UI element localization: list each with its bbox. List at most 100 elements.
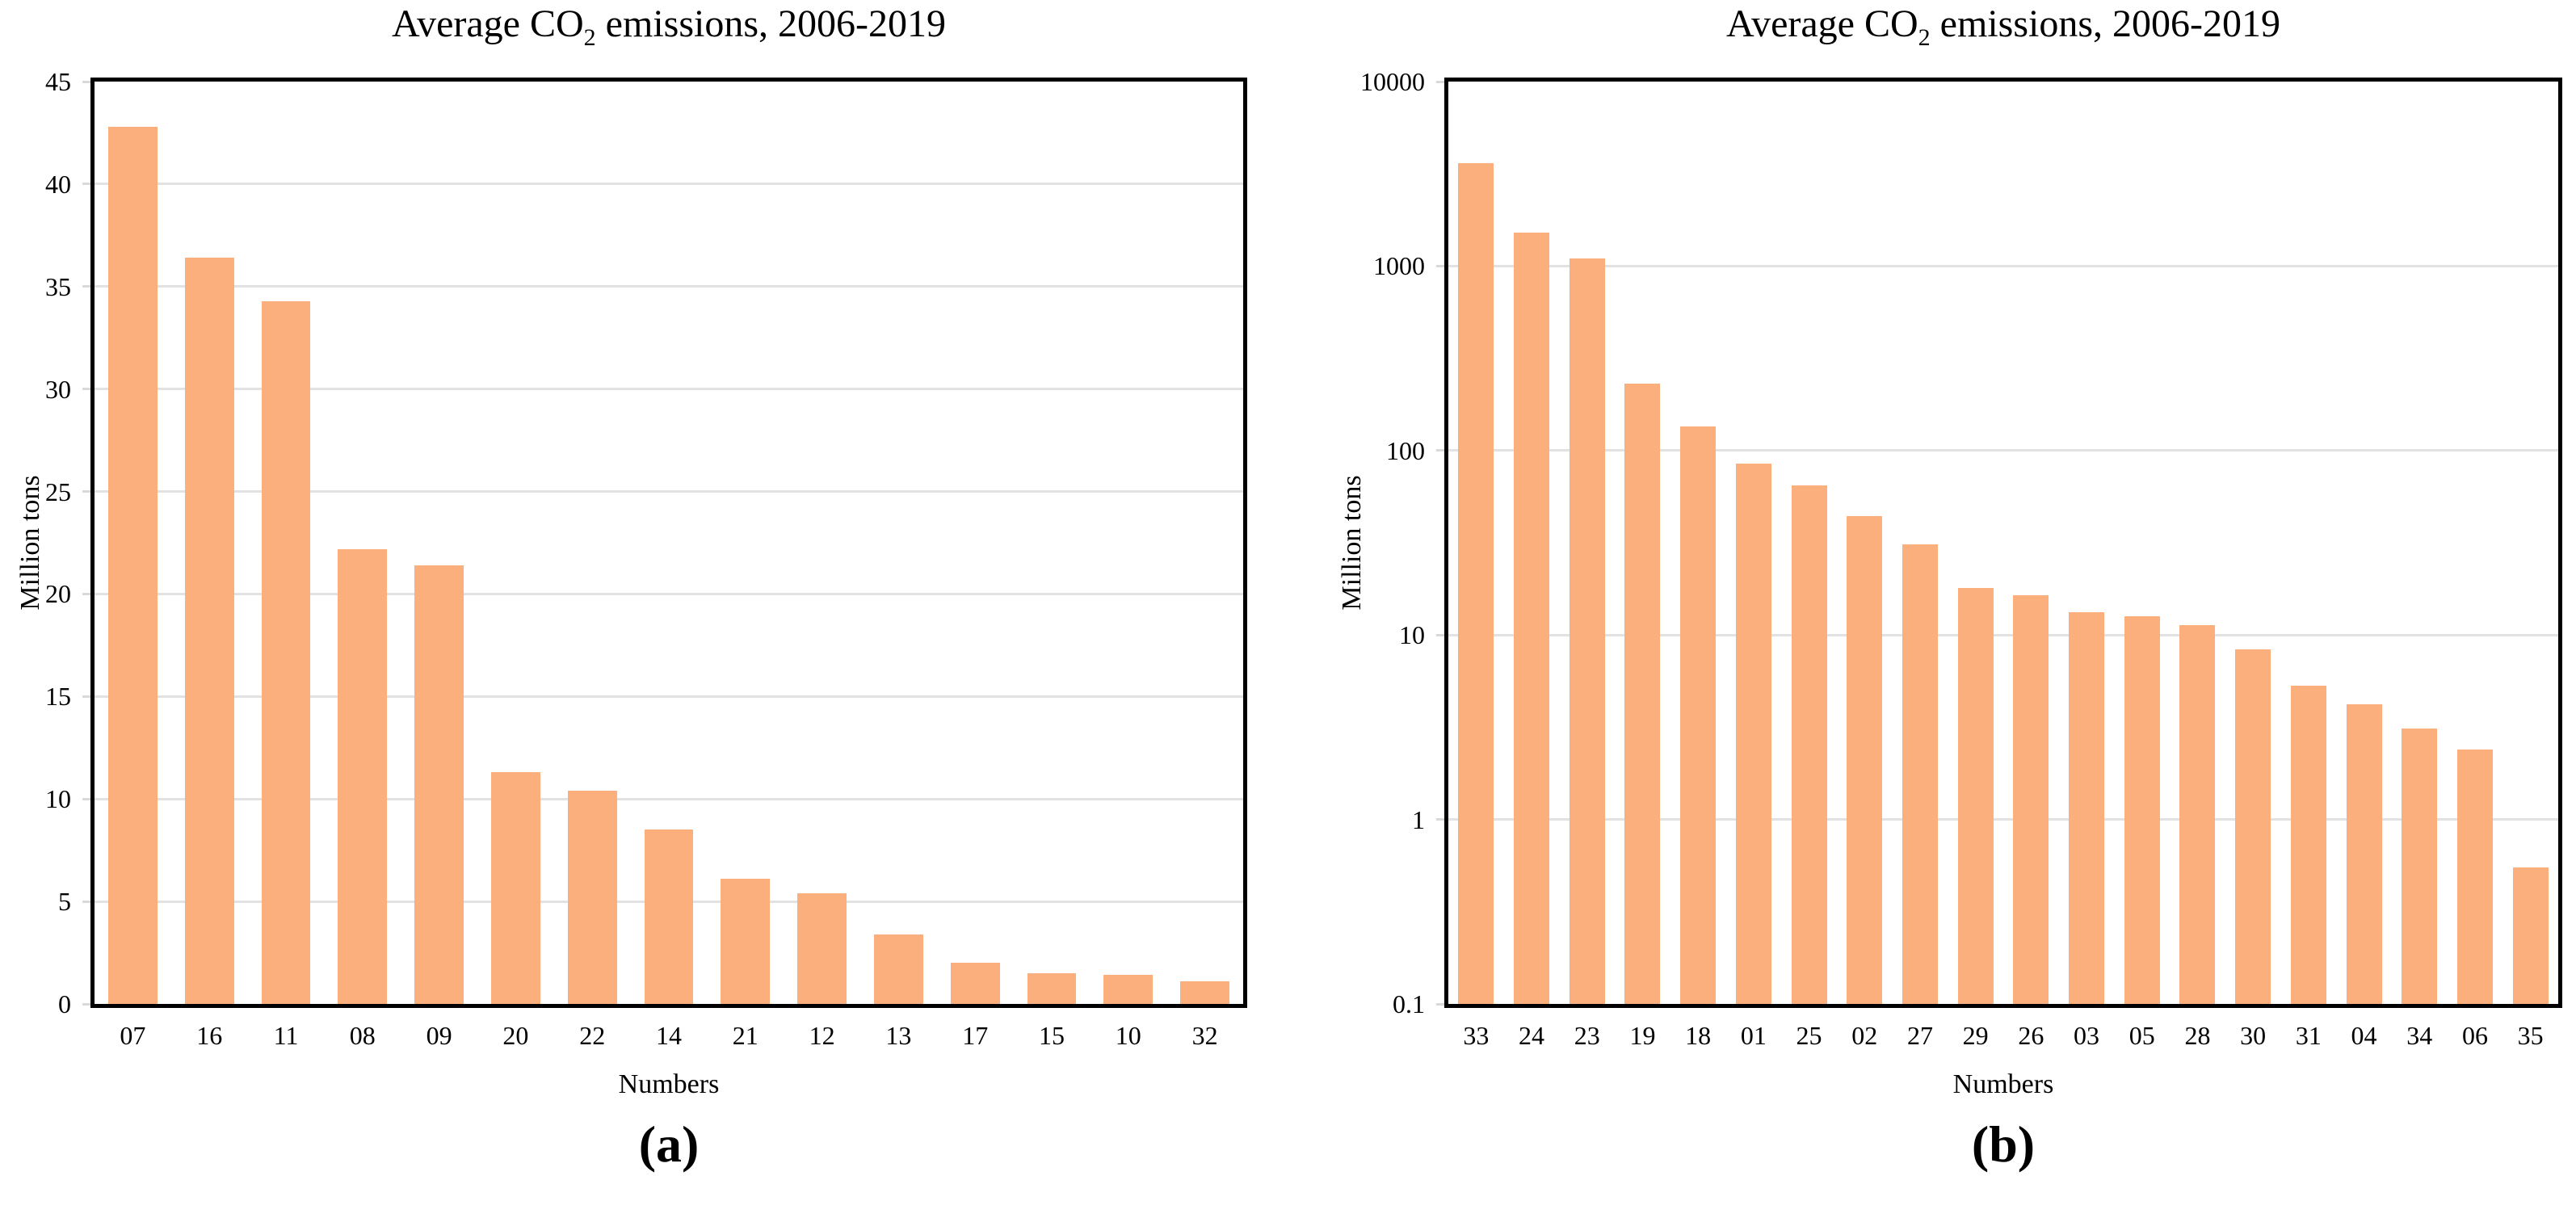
x-tick-label: 10 [1115, 1021, 1141, 1050]
bar-04 [2346, 704, 2382, 1004]
y-axis-label: Million tons [1337, 475, 1367, 611]
bar-01 [1735, 463, 1771, 1004]
chart-title-text: emissions, 2006-2019 [1930, 2, 2281, 45]
bar-34 [2402, 729, 2438, 1004]
y-tick-label: 10 [45, 784, 71, 814]
bar-18 [1680, 426, 1717, 1004]
bar-08 [338, 548, 388, 1004]
x-tick-label: 09 [426, 1021, 452, 1050]
bar-07 [108, 126, 158, 1004]
y-axis-tick [1436, 80, 1444, 83]
y-axis-tick [82, 900, 90, 903]
bar-22 [567, 791, 617, 1004]
bar-02 [1847, 516, 1883, 1004]
y-axis-tick [82, 1002, 90, 1006]
y-tick-label: 100 [1386, 435, 1425, 465]
x-tick-label: 12 [809, 1021, 835, 1050]
gridline-1000 [1448, 264, 2558, 267]
plot-area [82, 78, 1247, 1008]
x-tick-label: 17 [962, 1021, 989, 1050]
bar-27 [1902, 544, 1938, 1004]
y-axis-tick [82, 797, 90, 800]
y-tick-label: 30 [45, 374, 71, 404]
bar-15 [1027, 972, 1077, 1004]
bar-21 [721, 879, 771, 1004]
chart-title-text: Average CO [391, 2, 584, 45]
y-axis-tick [82, 388, 90, 391]
bar-10 [1103, 975, 1154, 1004]
gridline-25 [95, 490, 1243, 493]
x-tick-label: 32 [1191, 1021, 1218, 1050]
y-tick-label: 35 [45, 271, 71, 301]
gridline-40 [95, 183, 1243, 186]
chart-title-text: Average CO [1725, 2, 1918, 45]
y-tick-label: 1000 [1373, 251, 1425, 281]
bar-26 [2013, 594, 2049, 1004]
bar-25 [1791, 485, 1827, 1004]
bar-11 [261, 300, 311, 1004]
chart-title-subscript: 2 [583, 24, 596, 51]
y-tick-label: 20 [45, 579, 71, 609]
x-tick-label: 08 [349, 1021, 376, 1050]
bar-16 [184, 258, 234, 1004]
x-tick-label: 02 [1851, 1021, 1878, 1050]
x-tick-label: 29 [1962, 1021, 1989, 1050]
gridline-10 [95, 797, 1243, 800]
x-tick-label: 26 [2018, 1021, 2044, 1050]
y-tick-label: 0 [58, 989, 71, 1018]
x-tick-label: 23 [1574, 1021, 1600, 1050]
x-tick-label: 34 [2406, 1021, 2433, 1050]
x-tick-label: 22 [579, 1021, 606, 1050]
y-axis-tick [82, 285, 90, 288]
bar-31 [2290, 686, 2326, 1004]
y-axis-tick [82, 80, 90, 83]
x-tick-label: 30 [2240, 1021, 2267, 1050]
chart-title: Average CO2 emissions, 2006-2019 [90, 2, 1247, 51]
x-tick-label: 20 [502, 1021, 529, 1050]
bar-24 [1514, 232, 1550, 1004]
y-axis-tick [82, 490, 90, 493]
x-tick-label: 14 [656, 1021, 682, 1050]
x-axis-label: Numbers [618, 1069, 720, 1099]
x-tick-label: 35 [2517, 1021, 2544, 1050]
chart-title: Average CO2 emissions, 2006-2019 [1444, 2, 2562, 51]
y-tick-label: 15 [45, 682, 71, 712]
x-tick-label: 18 [1685, 1021, 1712, 1050]
bar-12 [797, 892, 847, 1004]
x-tick-label: 31 [2295, 1021, 2322, 1050]
x-tick-label: 28 [2184, 1021, 2211, 1050]
gridline-10 [1448, 633, 2558, 636]
bar-17 [950, 963, 1000, 1004]
y-axis-tick [1436, 1002, 1444, 1006]
bar-19 [1624, 384, 1661, 1004]
gridline-20 [95, 592, 1243, 595]
y-tick-label: 10 [1399, 620, 1425, 650]
chart-title-subscript: 2 [1918, 24, 1931, 51]
x-tick-label: 21 [732, 1021, 759, 1050]
y-tick-label: 45 [45, 67, 71, 96]
bar-09 [414, 565, 464, 1004]
x-tick-label: 16 [196, 1021, 223, 1050]
x-axis-label: Numbers [1952, 1069, 2054, 1099]
bar-05 [2124, 616, 2160, 1004]
x-tick-label: 06 [2461, 1021, 2488, 1050]
bar-33 [1458, 163, 1494, 1004]
x-tick-label: 25 [1796, 1021, 1822, 1050]
x-tick-label: 03 [2074, 1021, 2100, 1050]
bar-03 [2069, 611, 2105, 1004]
x-tick-label: 11 [273, 1021, 299, 1050]
x-tick-label: 33 [1463, 1021, 1490, 1050]
x-tick-label: 01 [1740, 1021, 1767, 1050]
y-axis-tick [1436, 264, 1444, 267]
gridline-30 [95, 388, 1243, 391]
y-axis-tick [82, 592, 90, 595]
y-axis-tick [82, 695, 90, 698]
x-tick-label: 05 [2128, 1021, 2155, 1050]
y-tick-label: 1 [1412, 804, 1425, 834]
bar-32 [1180, 981, 1229, 1004]
y-tick-label: 10000 [1360, 67, 1425, 96]
x-tick-label: 07 [120, 1021, 146, 1050]
y-axis-tick [82, 183, 90, 186]
panel-caption: (b) [1971, 1115, 2036, 1173]
